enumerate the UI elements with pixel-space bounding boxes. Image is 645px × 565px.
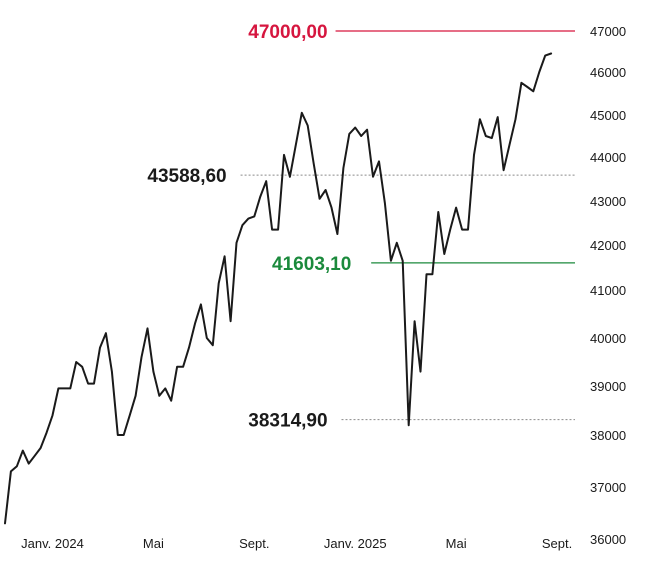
y-tick-label: 37000 <box>590 480 626 495</box>
y-axis: 36000 37000 38000 39000 40000 41000 42000 43000… <box>590 24 626 547</box>
annotations: 47000,00 43588,60 41603,10 38314,90 <box>147 22 575 432</box>
reference-label-3: 38314,90 <box>248 411 327 432</box>
x-tick-label: Janv. 2024 <box>21 536 84 551</box>
y-tick-label: 47000 <box>590 24 626 39</box>
reference-label-0: 47000,00 <box>248 22 327 43</box>
y-tick-label: 43000 <box>590 194 626 209</box>
y-tick-label: 44000 <box>590 150 626 165</box>
y-tick-label: 45000 <box>590 108 626 123</box>
y-tick-label: 40000 <box>590 331 626 346</box>
y-tick-label: 46000 <box>590 65 626 80</box>
x-tick-label: Sept. <box>239 536 269 551</box>
series <box>4 52 553 525</box>
y-tick-label: 36000 <box>590 532 626 547</box>
x-tick-label: Mai <box>446 536 467 551</box>
x-tick-label: Mai <box>143 536 164 551</box>
y-tick-label: 42000 <box>590 238 626 253</box>
series-line-0 <box>4 52 553 525</box>
y-tick-label: 38000 <box>590 428 626 443</box>
reference-label-1: 43588,60 <box>147 166 226 187</box>
x-axis: Janv. 2024 Mai Sept. Janv. 2025 Mai Sept. <box>21 536 572 551</box>
reference-label-2: 41603,10 <box>272 254 351 275</box>
y-tick-label: 39000 <box>590 379 626 394</box>
y-tick-label: 41000 <box>590 283 626 298</box>
x-tick-label: Janv. 2025 <box>324 536 387 551</box>
x-tick-label: Sept. <box>542 536 572 551</box>
